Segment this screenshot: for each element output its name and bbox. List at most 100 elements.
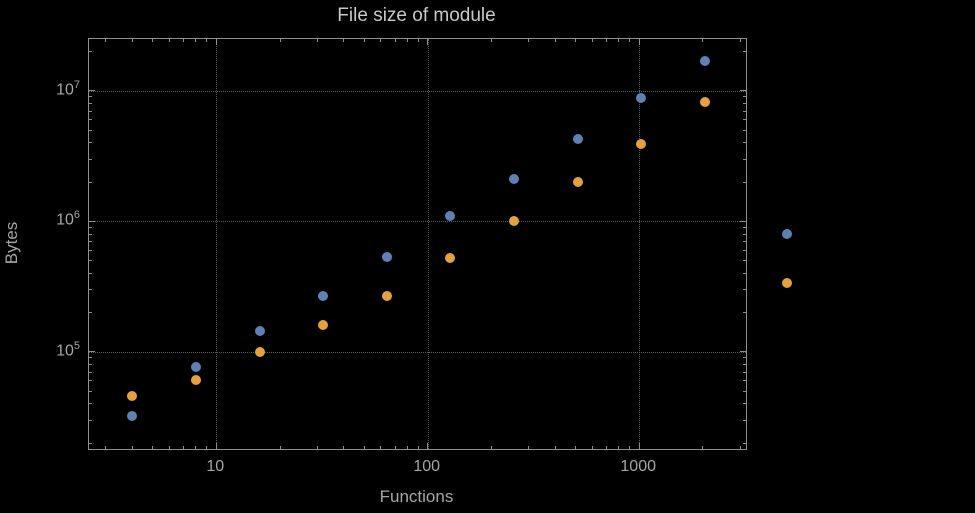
tick-mark: [394, 39, 396, 42]
tick-mark: [183, 39, 184, 42]
tick-mark: [105, 446, 107, 449]
tick-mark: [554, 446, 556, 449]
tick-mark: [743, 380, 746, 382]
tick-mark: [743, 442, 746, 444]
tick-mark: [629, 39, 630, 42]
data-point: [381, 252, 392, 263]
tick-mark: [743, 272, 746, 274]
tick-mark: [206, 446, 208, 449]
tick-mark: [740, 220, 746, 222]
tick-mark: [743, 181, 746, 183]
tick-mark: [89, 51, 92, 53]
tick-mark: [89, 142, 92, 144]
tick-mark: [89, 289, 92, 291]
data-point: [381, 290, 392, 301]
tick-mark: [618, 39, 620, 42]
x-tick-label: 1000: [620, 458, 656, 475]
tick-mark: [743, 249, 746, 251]
tick-mark: [743, 312, 746, 314]
y-tick-label: 106: [56, 209, 80, 229]
tick-mark: [629, 446, 630, 449]
tick-mark: [380, 446, 382, 449]
tick-mark: [279, 446, 281, 449]
tick-mark: [739, 39, 741, 42]
tick-mark: [343, 39, 345, 42]
data-point: [445, 211, 456, 221]
tick-mark: [638, 443, 640, 449]
tick-mark: [743, 289, 746, 291]
tick-mark: [591, 39, 593, 42]
tick-mark: [168, 446, 170, 449]
tick-mark: [427, 39, 429, 45]
tick-mark: [131, 39, 133, 42]
tick-mark: [89, 181, 92, 183]
tick-mark: [743, 142, 746, 144]
data-point: [636, 93, 647, 104]
data-point: [509, 216, 520, 227]
tick-mark: [195, 39, 197, 42]
data-point: [700, 55, 710, 66]
tick-mark: [89, 226, 92, 228]
tick-mark: [394, 446, 396, 449]
tick-mark: [406, 446, 408, 449]
data-point: [254, 325, 265, 336]
tick-mark: [743, 51, 746, 53]
tick-mark: [417, 39, 419, 42]
tick-mark: [380, 39, 382, 42]
tick-mark: [89, 129, 92, 131]
tick-mark: [743, 226, 746, 228]
tick-mark: [195, 446, 197, 449]
tick-mark: [743, 241, 746, 243]
tick-mark: [89, 442, 92, 444]
tick-mark: [743, 110, 746, 112]
tick-mark: [605, 446, 607, 449]
tick-mark: [89, 403, 92, 405]
tick-mark: [605, 39, 607, 42]
tick-mark: [89, 364, 92, 365]
data-point: [572, 133, 583, 144]
x-tick-label: 10: [206, 458, 225, 475]
tick-mark: [739, 446, 741, 449]
data-point: [445, 253, 456, 264]
tick-mark: [363, 39, 365, 42]
tick-mark: [343, 446, 345, 449]
tick-mark: [406, 39, 408, 42]
tick-mark: [105, 39, 107, 42]
tick-mark: [427, 443, 429, 449]
tick-mark: [215, 443, 217, 449]
plot-area: [88, 38, 792, 450]
tick-mark: [89, 390, 92, 392]
tick-mark: [89, 260, 92, 262]
gridline-x: [216, 39, 218, 449]
tick-mark: [618, 446, 620, 449]
x-tick-label: 100: [413, 458, 441, 475]
data-point: [190, 374, 201, 385]
tick-mark: [316, 39, 318, 42]
tick-mark: [89, 158, 92, 160]
gridline-y: [89, 351, 746, 353]
tick-mark: [152, 39, 154, 42]
tick-mark: [417, 446, 419, 449]
tick-mark: [183, 446, 184, 449]
tick-mark: [89, 249, 92, 251]
tick-mark: [575, 39, 576, 42]
tick-mark: [743, 129, 746, 131]
tick-mark: [89, 419, 92, 421]
tick-mark: [89, 220, 95, 222]
data-point: [318, 320, 329, 331]
tick-mark: [528, 446, 530, 449]
tick-mark: [528, 39, 530, 42]
data-point: [254, 346, 265, 357]
tick-mark: [490, 39, 492, 42]
tick-mark: [743, 96, 746, 98]
tick-mark: [743, 364, 746, 365]
tick-mark: [131, 446, 133, 449]
tick-mark: [743, 390, 746, 392]
y-tick-label: 105: [56, 339, 80, 360]
gridline-x: [427, 39, 429, 449]
data-point: [782, 229, 792, 239]
tick-mark: [89, 119, 92, 121]
tick-mark: [215, 39, 217, 45]
gridline-x: [639, 39, 641, 449]
chart-title: File size of module: [337, 5, 496, 26]
